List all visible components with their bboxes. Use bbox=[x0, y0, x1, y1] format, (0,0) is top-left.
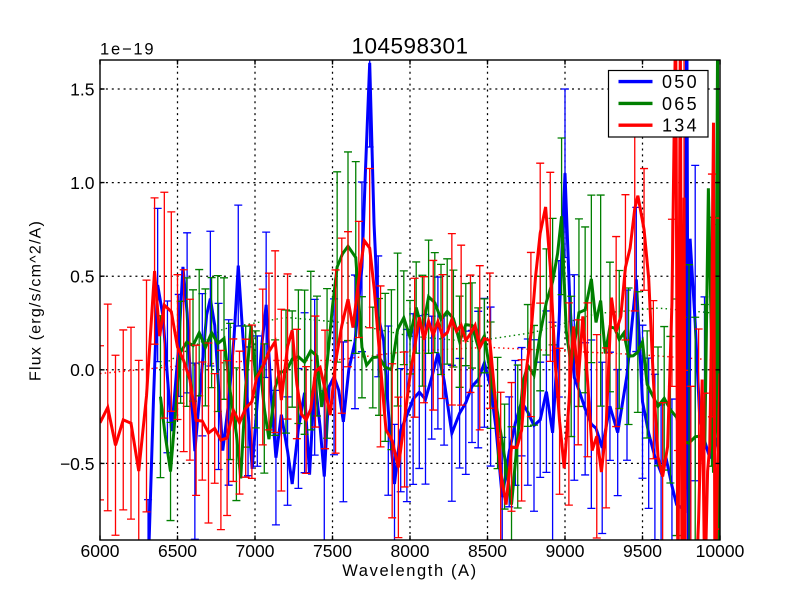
svg-text:7000: 7000 bbox=[236, 541, 275, 561]
svg-text:6000: 6000 bbox=[81, 541, 120, 561]
svg-text:065: 065 bbox=[662, 94, 699, 114]
svg-text:Wavelength (A): Wavelength (A) bbox=[342, 562, 478, 580]
svg-text:7500: 7500 bbox=[313, 541, 352, 561]
svg-text:8500: 8500 bbox=[468, 541, 507, 561]
svg-text:−0.5: −0.5 bbox=[60, 454, 95, 474]
svg-text:0.0: 0.0 bbox=[70, 360, 95, 380]
svg-text:0.5: 0.5 bbox=[70, 267, 94, 287]
svg-text:050: 050 bbox=[662, 72, 699, 92]
svg-text:10000: 10000 bbox=[696, 541, 745, 561]
svg-text:1e−19: 1e−19 bbox=[100, 40, 155, 58]
svg-text:9500: 9500 bbox=[623, 541, 662, 561]
svg-text:104598301: 104598301 bbox=[351, 34, 468, 59]
svg-text:1.5: 1.5 bbox=[70, 79, 94, 99]
svg-text:6500: 6500 bbox=[158, 541, 197, 561]
svg-text:Flux (erg/s/cm^2/A): Flux (erg/s/cm^2/A) bbox=[28, 220, 45, 381]
svg-text:134: 134 bbox=[662, 116, 699, 136]
svg-text:9000: 9000 bbox=[546, 541, 585, 561]
svg-text:1.0: 1.0 bbox=[70, 173, 95, 193]
svg-text:8000: 8000 bbox=[391, 541, 430, 561]
